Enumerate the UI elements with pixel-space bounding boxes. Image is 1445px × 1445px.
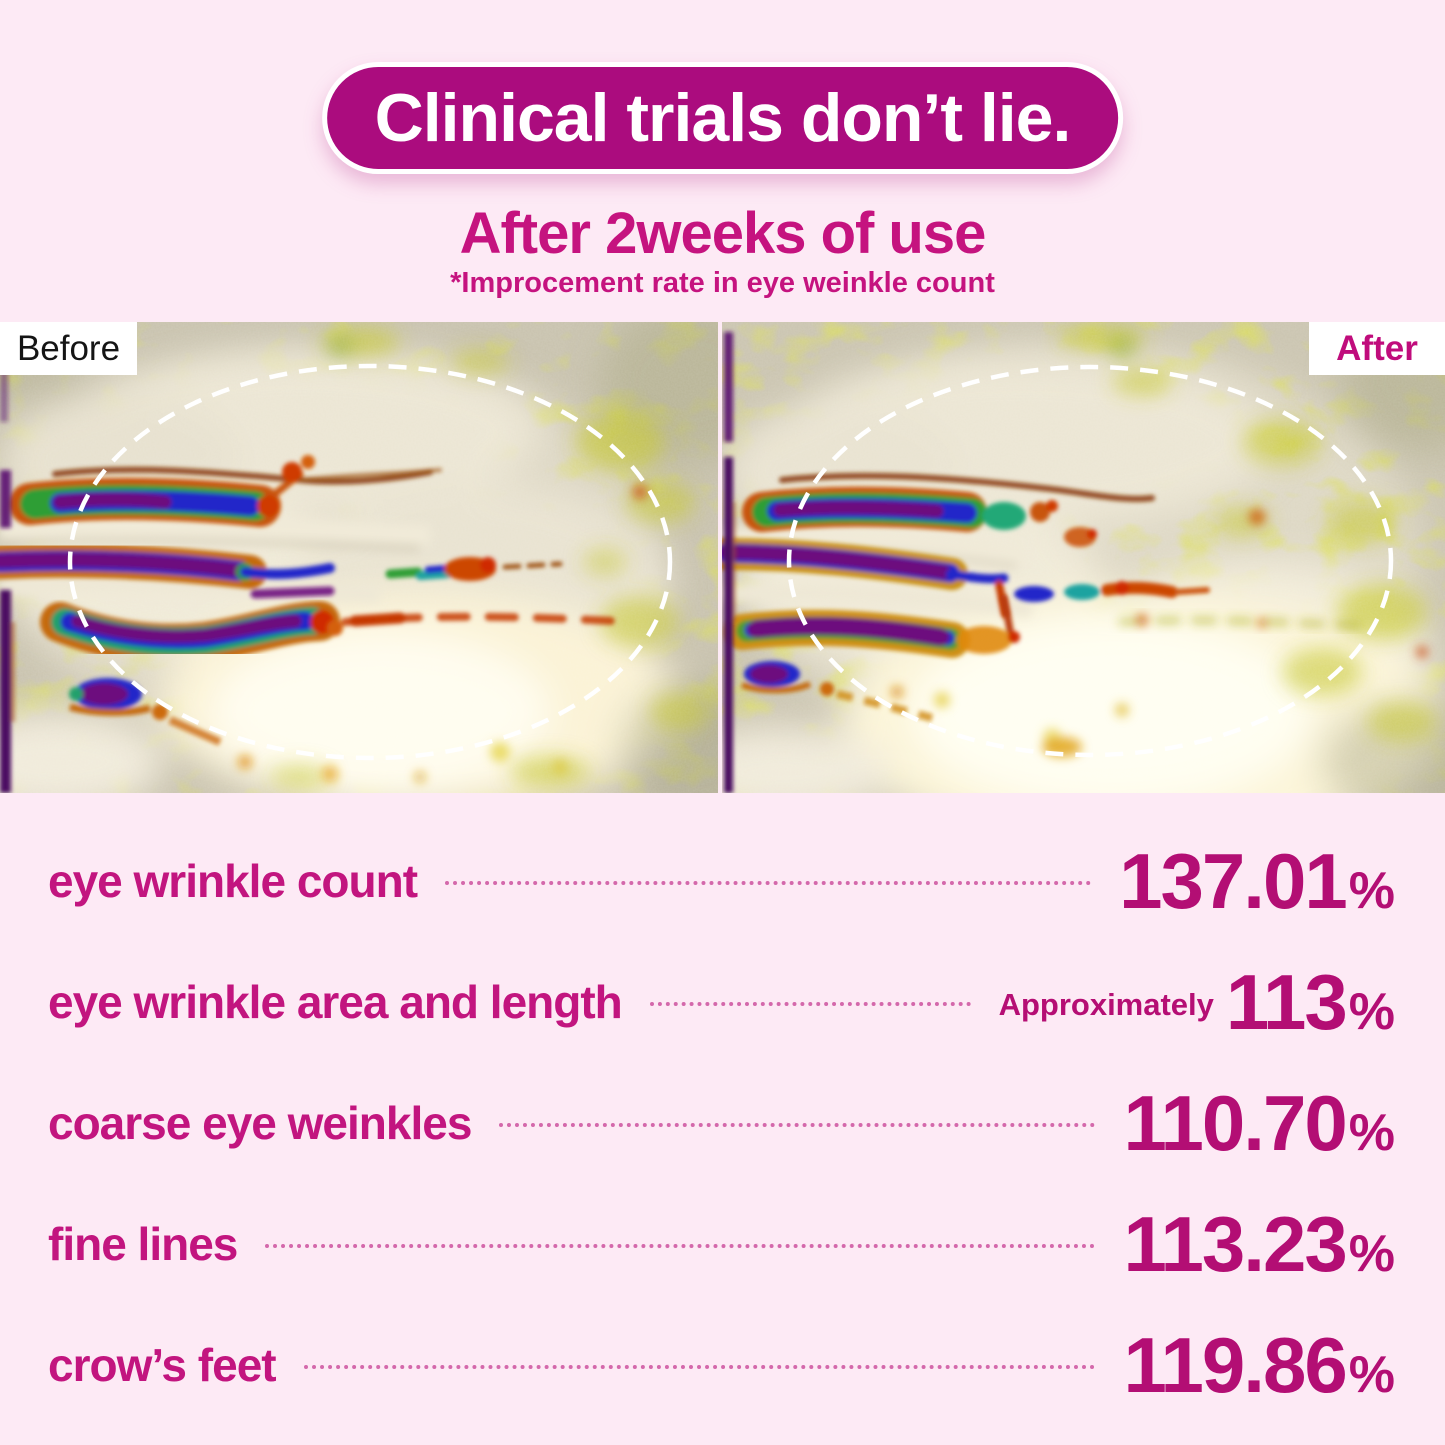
highlight-ellipse	[67, 363, 673, 761]
after-heatmap-svg	[722, 322, 1445, 793]
mid-orange-blob	[1064, 527, 1097, 547]
stat-unit: %	[1348, 982, 1395, 1041]
stat-label: eye wrinkle area and length	[48, 975, 623, 1028]
faint-trail	[1118, 614, 1366, 630]
stat-row: crow’s feet 119.86 %	[48, 1304, 1395, 1425]
dotted-leader	[649, 1001, 971, 1006]
stat-number: 113.23	[1123, 1199, 1347, 1288]
stat-label: coarse eye weinkles	[48, 1096, 472, 1149]
stat-label: fine lines	[48, 1217, 238, 1270]
glow-speckles	[238, 485, 647, 783]
highlight-ellipse	[786, 364, 1394, 758]
dotted-leader	[303, 1364, 1096, 1369]
wrinkle-streak-top	[742, 472, 1155, 532]
headline-pill: Clinical trials don’t lie.	[321, 62, 1124, 174]
stat-unit: %	[1348, 1103, 1395, 1162]
purple-blob	[741, 661, 934, 722]
dotted-leader	[445, 880, 1092, 885]
stat-value: 119.86 %	[1123, 1326, 1395, 1404]
stat-number: 113	[1225, 957, 1348, 1046]
stat-row: coarse eye weinkles 110.70 %	[48, 1062, 1395, 1183]
purple-edge-stripe	[724, 332, 736, 793]
wrinkle-streak-bottom	[724, 594, 1020, 658]
after-label: After	[1309, 322, 1445, 375]
stat-value: 110.70 %	[1123, 1084, 1395, 1162]
before-label: Before	[0, 322, 137, 375]
stat-row: eye wrinkle count 137.01 %	[48, 820, 1395, 941]
before-heatmap-image	[0, 322, 718, 793]
wrinkle-streak-bottom	[40, 601, 636, 664]
wrinkle-streak-middle	[722, 538, 1210, 618]
stat-unit: %	[1348, 1224, 1395, 1283]
subtitle-text: After 2weeks of use	[459, 201, 987, 266]
stat-value: 113.23 %	[1123, 1205, 1395, 1283]
dotted-leader	[499, 1122, 1096, 1127]
footnote-text: *Improcement rate in eye weinkle count	[450, 267, 995, 299]
wrinkle-streak-middle	[0, 543, 563, 599]
after-heatmap-image	[722, 322, 1445, 793]
stats-list: eye wrinkle count 137.01 % eye wrinkle a…	[48, 820, 1395, 1425]
glow-speckles	[891, 509, 1428, 757]
stat-value: Approximately 113 %	[999, 963, 1395, 1041]
stat-row: fine lines 113.23 %	[48, 1183, 1395, 1304]
headline-text: Clinical trials don’t lie.	[374, 80, 1072, 156]
stat-label: crow’s feet	[48, 1338, 277, 1391]
stat-number: 119.86	[1123, 1320, 1347, 1409]
stat-unit: %	[1348, 861, 1395, 920]
stat-value: 137.01 %	[1119, 842, 1395, 920]
stat-unit: %	[1348, 1345, 1395, 1404]
before-heatmap-svg	[0, 322, 718, 793]
stat-number: 137.01	[1119, 836, 1348, 925]
stat-number: 110.70	[1123, 1078, 1347, 1167]
purple-blob	[69, 678, 222, 746]
wrinkle-streak-top	[9, 455, 442, 527]
dotted-leader	[265, 1243, 1096, 1248]
stat-row: eye wrinkle area and length Approximatel…	[48, 941, 1395, 1062]
stat-prefix: Approximately	[998, 986, 1214, 1022]
stat-label: eye wrinkle count	[48, 854, 418, 907]
purple-edge-stripe	[0, 362, 15, 793]
